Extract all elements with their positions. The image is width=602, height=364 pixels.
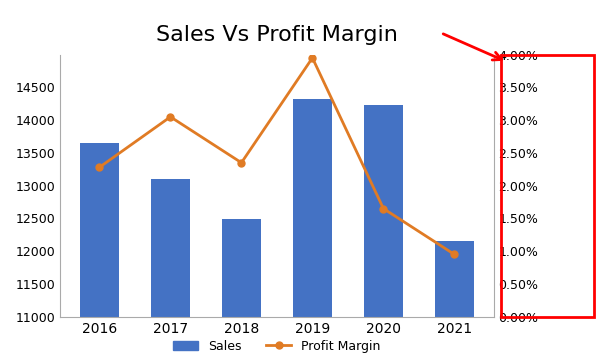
Bar <box>364 105 403 364</box>
Bar <box>435 241 474 364</box>
Title: Sales Vs Profit Margin: Sales Vs Profit Margin <box>156 25 398 45</box>
Legend: Sales, Profit Margin: Sales, Profit Margin <box>168 335 386 358</box>
Bar <box>80 143 119 364</box>
Bar <box>222 219 261 364</box>
Bar <box>151 179 190 364</box>
Bar <box>293 99 332 364</box>
